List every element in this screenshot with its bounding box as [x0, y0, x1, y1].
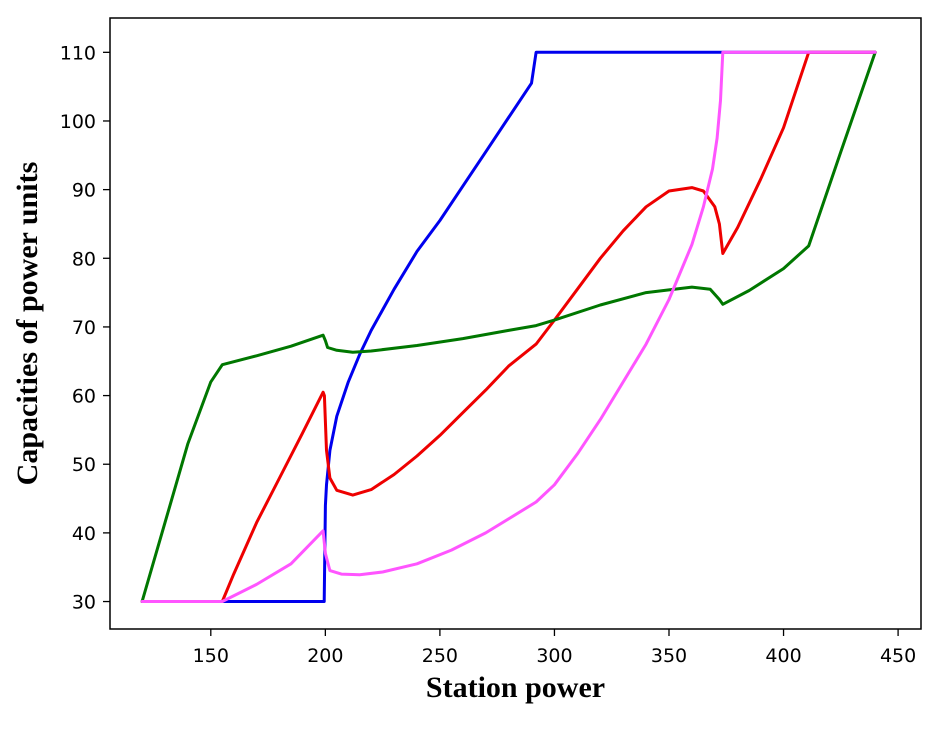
x-tick-label: 200	[307, 645, 343, 667]
y-tick-label: 100	[60, 111, 96, 133]
y-tick-label: 60	[72, 386, 96, 408]
series-line-1	[140, 50, 877, 603]
x-tick-label: 450	[880, 645, 916, 667]
plot-frame	[109, 17, 922, 630]
series-line-4	[140, 50, 877, 603]
x-axis: 150 200 250 300 350 400 450	[193, 629, 916, 667]
y-tick-label: 30	[72, 592, 96, 614]
y-tick-label: 70	[72, 317, 96, 339]
x-tick-label: 300	[536, 645, 572, 667]
y-tick-label: 50	[72, 454, 96, 476]
y-tick-label: 110	[60, 42, 96, 64]
x-axis-title: Station power	[426, 671, 605, 704]
x-tick-label: 400	[765, 645, 801, 667]
series-line-2	[140, 50, 877, 603]
x-tick-label: 350	[651, 645, 687, 667]
y-axis: 30 40 50 60 70 80 90 100 110	[60, 42, 110, 614]
y-tick-label: 80	[72, 248, 96, 270]
series-layer	[140, 50, 877, 603]
y-axis-title: Capacities of power units	[11, 162, 44, 486]
x-tick-label: 250	[422, 645, 458, 667]
series-line-3	[140, 50, 877, 603]
x-tick-label: 150	[193, 645, 229, 667]
y-tick-label: 40	[72, 523, 96, 545]
y-tick-label: 90	[72, 180, 96, 202]
